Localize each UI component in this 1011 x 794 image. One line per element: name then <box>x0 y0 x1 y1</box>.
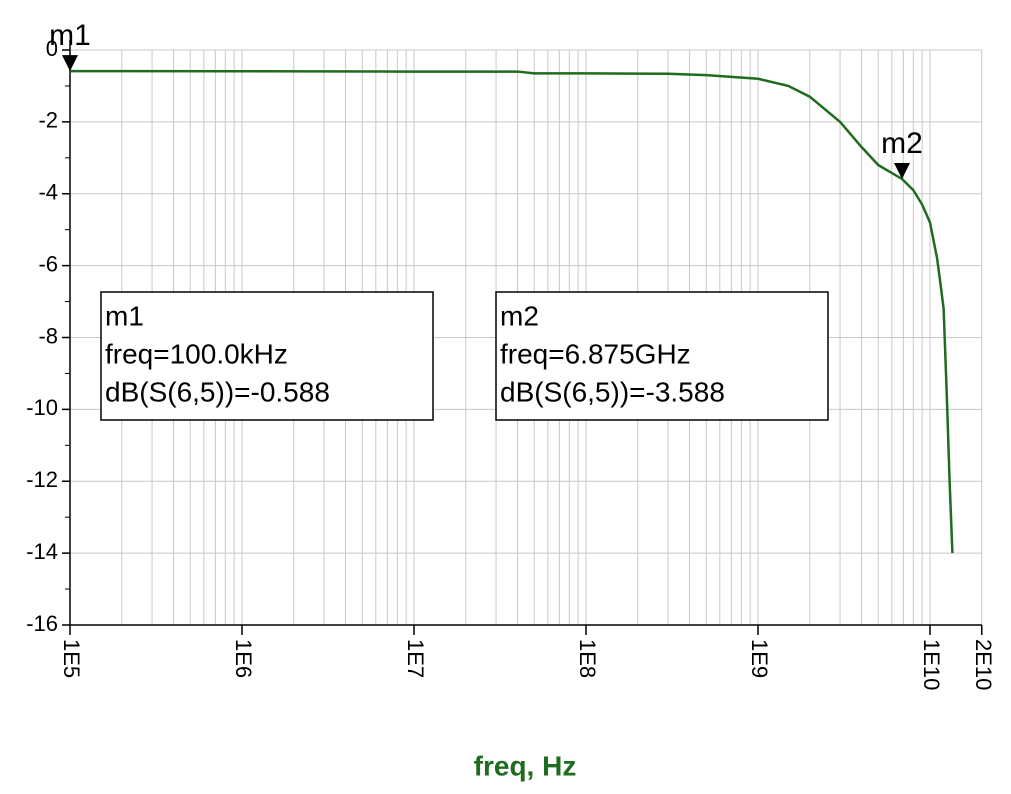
x-tick-label: 1E10 <box>919 639 944 690</box>
y-tick-label: -4 <box>38 180 58 205</box>
y-tick-label: -10 <box>26 395 58 420</box>
series-line <box>69 69 954 554</box>
y-tick-label: -16 <box>26 611 58 636</box>
marker-label: m2 <box>881 127 923 160</box>
marker-text: m2 <box>500 300 539 331</box>
x-tick-label: 2E10 <box>971 639 996 690</box>
y-tick-label: 0 <box>46 36 58 61</box>
y-tick-label: -2 <box>38 108 58 133</box>
y-tick-label: -14 <box>26 539 58 564</box>
y-tick-label: -12 <box>26 467 58 492</box>
x-tick-label: 1E5 <box>59 639 84 678</box>
x-tick-label: 1E8 <box>575 639 600 678</box>
marker-triangle <box>62 55 78 72</box>
marker-text: m1 <box>105 300 144 331</box>
marker-label: m1 <box>49 19 91 52</box>
marker-text: freq=100.0kHz <box>105 338 288 369</box>
marker-box <box>100 291 434 421</box>
y-tick-label: -6 <box>38 251 58 276</box>
x-tick-label: 1E6 <box>231 639 256 678</box>
x-tick-label: 1E7 <box>403 639 428 678</box>
x-axis-label: freq, Hz <box>474 750 577 781</box>
marker-box <box>495 291 829 421</box>
y-tick-label: -8 <box>38 323 58 348</box>
marker-text: dB(S(6,5))=-0.588 <box>105 376 330 407</box>
marker-text: freq=6.875GHz <box>500 338 691 369</box>
marker-text: dB(S(6,5))=-3.588 <box>500 376 725 407</box>
marker-triangle <box>894 162 911 179</box>
x-tick-label: 1E9 <box>747 639 772 678</box>
